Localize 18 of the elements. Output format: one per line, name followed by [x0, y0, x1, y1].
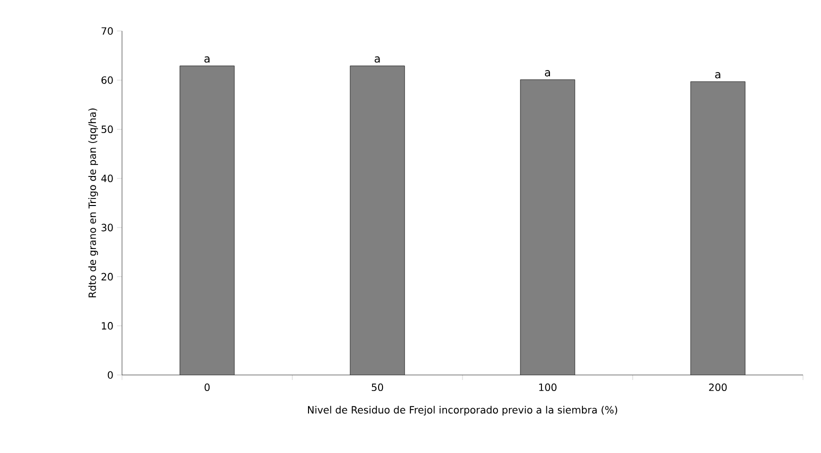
annotation: a: [374, 56, 380, 63]
y-axis-title: Rdto de grano en Trigo de pan (qq/ha): [88, 108, 98, 298]
y-tick-label: 0: [108, 371, 113, 379]
x-tick-label: 50: [372, 383, 384, 392]
y-tick-label: 20: [102, 272, 113, 280]
y-tick-label: 30: [102, 224, 113, 232]
x-tick-label: 100: [539, 383, 556, 392]
y-tick-label: 60: [102, 76, 113, 84]
y-tick-label: 10: [102, 322, 113, 330]
x-tick-label: 200: [709, 383, 727, 392]
annotation: a: [715, 72, 720, 78]
y-tick-label: 50: [102, 125, 113, 134]
annotation: a: [544, 70, 550, 76]
x-tick-label: 0: [204, 383, 210, 392]
x-axis-title: Nivel de Residuo de Frejol incorporado previo a la siembra (%): [308, 406, 618, 416]
y-tick-label: 70: [102, 27, 113, 35]
y-tick-label: 40: [101, 174, 113, 182]
annotation: a: [204, 56, 210, 63]
